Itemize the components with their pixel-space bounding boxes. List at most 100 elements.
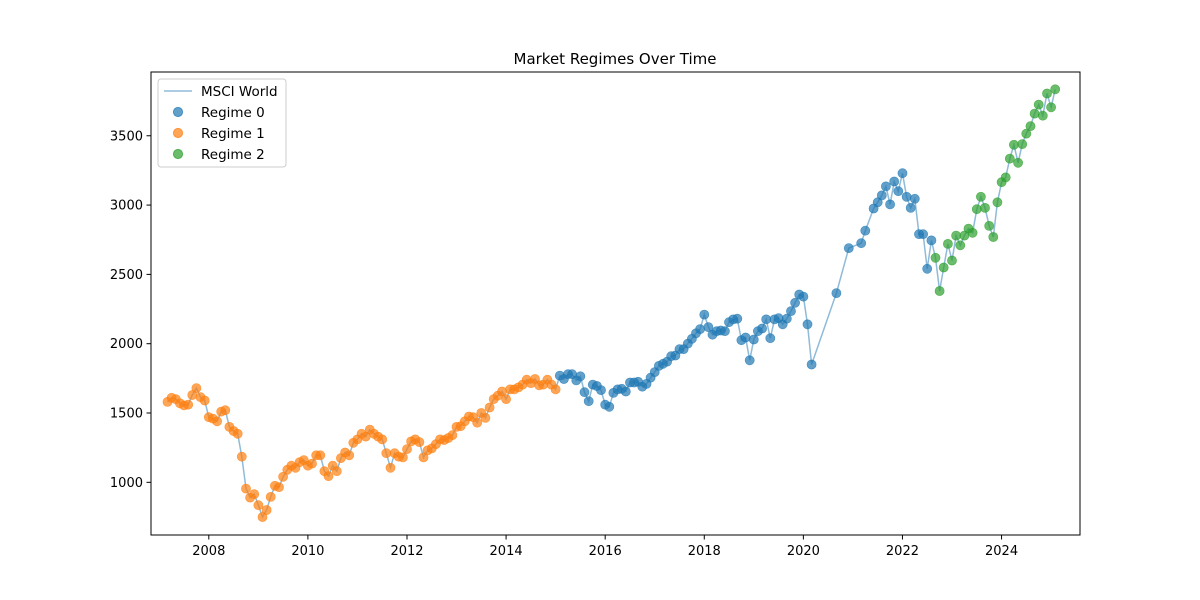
y-tick-label: 1000 xyxy=(110,476,143,491)
regime-0-point xyxy=(757,323,767,334)
regime-0-point xyxy=(889,176,900,187)
regime-2-point xyxy=(947,255,957,266)
regime-0-point xyxy=(918,229,928,240)
regime-0-point xyxy=(579,387,590,398)
x-tick-label: 2016 xyxy=(589,544,622,559)
regime-2-point xyxy=(1042,88,1052,99)
regime-0-point xyxy=(843,243,854,253)
regime-0-point xyxy=(748,334,759,345)
y-tick-label: 1500 xyxy=(110,407,143,422)
regime-2-point xyxy=(1017,139,1028,149)
y-tick-label: 3000 xyxy=(110,199,143,214)
x-tick-label: 2014 xyxy=(490,544,523,559)
regime-1-point xyxy=(183,399,194,410)
regime-2-point xyxy=(1037,110,1048,121)
regime-1-point xyxy=(397,452,408,463)
regime-0-point xyxy=(831,288,842,298)
regime-0-point xyxy=(786,306,796,316)
axes-frame xyxy=(150,71,1081,536)
regime-0-point xyxy=(596,385,606,395)
regime-0-point xyxy=(806,359,817,370)
regime-0-point xyxy=(802,319,813,330)
regime-2-point xyxy=(1021,128,1032,139)
regime-2-point xyxy=(930,252,941,263)
regime-1-point xyxy=(261,505,272,515)
regime-2-point xyxy=(1000,172,1011,183)
regime-2-point xyxy=(1029,108,1040,119)
chart-title: Market Regimes Over Time xyxy=(514,50,717,68)
regime-2-point xyxy=(971,204,982,215)
regime-2-point xyxy=(1033,99,1044,110)
y-tick-label: 2000 xyxy=(110,337,143,352)
regime-1-point xyxy=(232,428,243,439)
regime-2-point xyxy=(1013,157,1023,168)
legend: MSCI World Regime 0 Regime 1 Regime 2 xyxy=(157,78,287,168)
regime-2-point xyxy=(992,197,1003,208)
regime-1-point xyxy=(323,471,334,481)
x-axis: 2008 2010 2012 2014 2016 2018 2020 2022 2024 xyxy=(192,535,1018,559)
regime-1-point xyxy=(253,500,264,511)
regime-0-point xyxy=(897,168,908,179)
regime-0-point xyxy=(893,186,904,197)
regime-2-point xyxy=(1046,102,1056,113)
regime-0-point xyxy=(604,401,615,412)
regime-1-point xyxy=(472,417,483,428)
regime-1-point xyxy=(236,451,247,462)
regime-0-point xyxy=(909,193,920,204)
regime-1-point xyxy=(249,489,260,499)
regime-0-point xyxy=(699,309,710,320)
regime-1-point xyxy=(402,444,412,454)
x-tick-label: 2022 xyxy=(886,544,919,559)
regime-0-point xyxy=(781,313,792,324)
regime-1-point xyxy=(307,458,317,469)
regime-2-point xyxy=(934,286,945,296)
regime-1-point xyxy=(377,434,388,445)
regime-0-point xyxy=(703,322,714,332)
x-tick-label: 2010 xyxy=(291,544,324,559)
plot-area xyxy=(150,71,1081,536)
regime-0-point xyxy=(798,291,809,302)
regime-1-point xyxy=(447,430,458,441)
regime-2-points xyxy=(930,84,1061,296)
regime-0-point xyxy=(695,324,705,334)
regime-0-point xyxy=(926,235,937,246)
regime-1-point xyxy=(480,412,491,423)
x-tick-label: 2018 xyxy=(688,544,721,559)
legend-label-msci-world: MSCI World xyxy=(201,84,278,100)
y-axis: 1000 1500 2000 2500 3000 3500 xyxy=(110,129,151,491)
regime-0-point xyxy=(860,225,871,236)
x-tick-label: 2012 xyxy=(390,544,423,559)
regime-1-point xyxy=(484,402,495,413)
regime-0-point xyxy=(761,314,772,325)
regime-1-point xyxy=(501,394,511,404)
regime-0-point xyxy=(790,297,800,308)
regime-2-point xyxy=(976,191,986,202)
regime-2-point xyxy=(1009,139,1019,150)
regime-0-point xyxy=(901,191,912,202)
x-tick-label: 2008 xyxy=(192,544,225,559)
regime-1-point xyxy=(331,466,342,477)
regime-0-point xyxy=(881,181,891,192)
regime-1-point xyxy=(199,395,210,406)
regime-0-point xyxy=(583,396,594,407)
regime-1-point xyxy=(414,437,425,447)
regime-0-point xyxy=(856,238,867,249)
regime-2-point xyxy=(1004,153,1015,164)
regime-0-point xyxy=(732,313,743,324)
legend-label-regime-0: Regime 0 xyxy=(201,105,265,121)
y-tick-label: 2500 xyxy=(110,268,143,283)
regime-0-point xyxy=(765,333,776,344)
regime-2-point xyxy=(955,240,966,251)
regime-2-point xyxy=(980,202,990,213)
regime-0-point xyxy=(922,263,933,274)
legend-marker-regime-0 xyxy=(172,106,184,118)
regime-0-point xyxy=(744,355,755,366)
regime-2-point xyxy=(1025,121,1036,131)
regime-1-point xyxy=(191,383,202,393)
regime-1-point xyxy=(274,482,284,493)
regime-0-point xyxy=(575,371,586,382)
regime-0-point xyxy=(740,332,751,343)
x-tick-label: 2020 xyxy=(787,544,820,559)
legend-box xyxy=(157,78,287,168)
regime-1-point xyxy=(212,416,222,427)
